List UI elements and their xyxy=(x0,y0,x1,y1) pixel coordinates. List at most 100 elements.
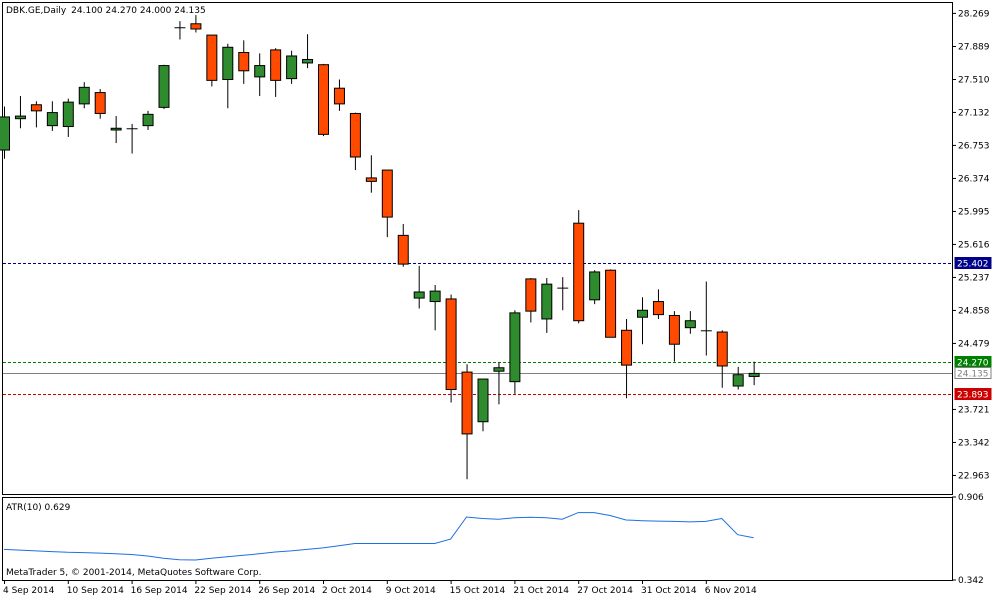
candle-body-bull xyxy=(142,113,154,127)
price-tick-label: 24.479 xyxy=(958,339,990,349)
candle-body-bear xyxy=(445,298,457,391)
candle xyxy=(206,34,218,87)
price-badge-0 xyxy=(954,257,992,269)
price-tick-label: 27.510 xyxy=(958,76,990,86)
candle-body-bear xyxy=(318,64,329,135)
atr-indicator xyxy=(3,512,754,561)
candle xyxy=(589,270,601,305)
candle-body-bear xyxy=(668,314,680,345)
atr-tick-label: 0.342 xyxy=(958,576,984,586)
time-tick-label: 31 Oct 2014 xyxy=(641,586,697,596)
candle-body-bear xyxy=(461,371,473,435)
candle xyxy=(254,53,266,97)
copyright-text: MetaTrader 5, © 2001-2014, MetaQuotes So… xyxy=(6,568,262,578)
time-tick-label: 10 Sep 2014 xyxy=(67,586,124,596)
candle xyxy=(700,281,712,356)
candle xyxy=(429,285,441,331)
candle xyxy=(684,311,696,334)
candle xyxy=(62,98,74,137)
candle-body-bear xyxy=(652,301,664,316)
candle xyxy=(605,269,617,338)
price-badge-3 xyxy=(954,388,992,400)
candle-body-bear xyxy=(621,329,633,366)
chart-panes xyxy=(2,2,953,581)
time-tick-label: 6 Nov 2014 xyxy=(705,586,757,596)
candle xyxy=(158,64,170,110)
candle-body-bear xyxy=(190,23,202,30)
candle-body-bear xyxy=(605,269,617,338)
candle-body-bear xyxy=(94,92,106,114)
price-tick-label: 23.721 xyxy=(958,405,990,415)
price-axis: 28.269 27.889 27.510 27.132 26.753 26.374 25.9… xyxy=(952,9,990,586)
price-tick-label: 26.374 xyxy=(958,174,990,184)
price-badge-label-3: 23.893 xyxy=(957,391,989,401)
candle xyxy=(302,34,314,69)
candle xyxy=(445,294,457,403)
price-pane-border xyxy=(2,2,953,495)
candle xyxy=(365,155,377,193)
candle xyxy=(541,278,553,333)
candle xyxy=(509,310,521,394)
candle-body-bull xyxy=(413,291,425,299)
candle-body-bull xyxy=(732,374,744,387)
candle-body-bull xyxy=(0,116,10,151)
candle xyxy=(573,210,585,324)
candle-body-bull xyxy=(78,86,90,105)
time-tick-label: 27 Oct 2014 xyxy=(577,586,633,596)
candle xyxy=(652,289,664,319)
time-tick-label: 15 Oct 2014 xyxy=(450,586,506,596)
candle xyxy=(14,96,26,129)
price-tick-label: 22.963 xyxy=(958,471,990,481)
candles-series xyxy=(0,15,760,480)
candle xyxy=(381,169,393,238)
price-levels xyxy=(3,263,952,395)
price-badge-2 xyxy=(954,367,992,379)
candle-body-bear xyxy=(716,331,728,367)
price-tick-label: 25.616 xyxy=(958,240,990,250)
candle-body-bull xyxy=(509,312,521,383)
candle-body-bear xyxy=(270,49,282,81)
time-tick-label: 16 Sep 2014 xyxy=(131,586,188,596)
candle-body-bear xyxy=(525,278,537,312)
price-tick-label: 27.889 xyxy=(958,42,990,52)
candle-body-bull xyxy=(429,290,441,303)
candle xyxy=(94,89,106,119)
candle-body-bull xyxy=(684,320,696,329)
candle xyxy=(142,110,154,131)
candle-body-bull xyxy=(541,283,553,320)
atr-pane-border xyxy=(2,497,953,581)
candle xyxy=(110,116,122,144)
candle xyxy=(637,297,648,345)
candle-body-bear xyxy=(333,87,345,105)
candle xyxy=(397,224,409,267)
price-tick-label: 27.132 xyxy=(958,108,990,118)
candle xyxy=(30,101,42,128)
candle-body-bear xyxy=(30,104,42,112)
candle-body-bull xyxy=(254,65,266,78)
candle xyxy=(270,48,282,97)
candle xyxy=(286,50,298,84)
candle-body-bear xyxy=(573,222,585,322)
time-tick-label: 4 Sep 2014 xyxy=(3,586,55,596)
candle xyxy=(525,278,537,323)
candle-body-bear xyxy=(397,234,409,265)
candle-body-bull xyxy=(589,271,601,301)
candle xyxy=(413,265,425,309)
candle-body-bear xyxy=(365,177,377,182)
chart-title: DBK.GE,Daily 24.100 24.270 24.000 24.135 xyxy=(6,6,206,16)
price-tick-label: 26.753 xyxy=(958,141,990,151)
candle-body-bull xyxy=(748,372,760,377)
candle-body-bear xyxy=(206,34,218,81)
atr-title: ATR(10) 0.629 xyxy=(6,503,71,513)
candle xyxy=(716,330,728,388)
price-tick-label: 28.269 xyxy=(958,9,990,19)
time-tick-label: 2 Oct 2014 xyxy=(322,586,372,596)
candle-body-bull xyxy=(302,58,314,64)
candle-body-bull xyxy=(637,309,648,318)
candle xyxy=(46,101,58,131)
candle-body-bear xyxy=(349,112,361,158)
candle xyxy=(333,79,345,111)
atr-tick-label: 0.906 xyxy=(958,493,984,503)
candle xyxy=(78,82,90,109)
